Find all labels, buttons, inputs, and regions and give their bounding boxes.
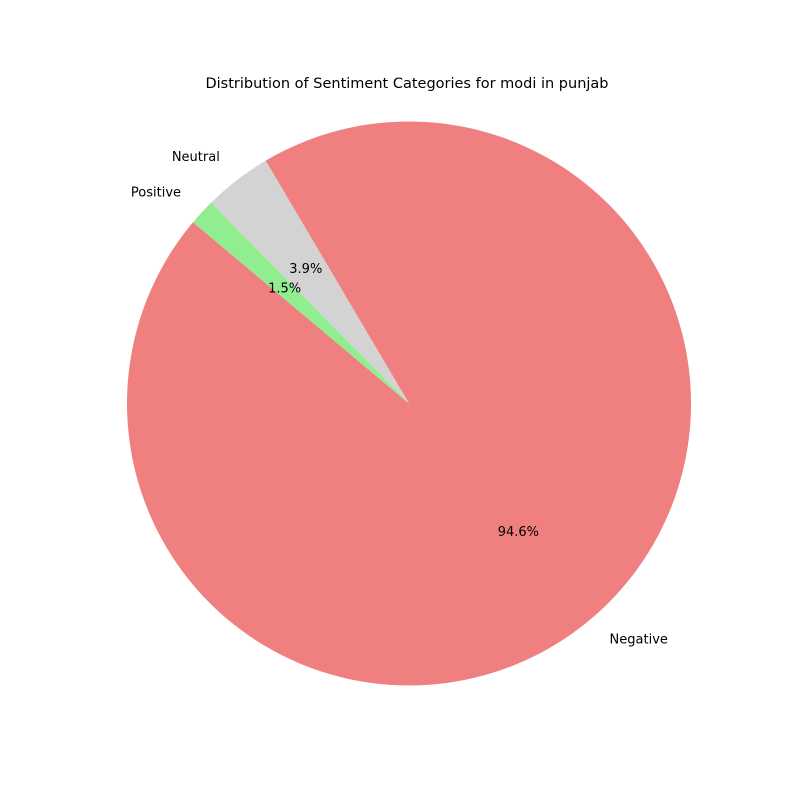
pct-label-neutral: 3.9% (289, 262, 322, 277)
pct-label-positive: 1.5% (268, 281, 301, 296)
pie-labels: Negative 94.6% Neutral 3.9% Positive 1.5% (131, 150, 668, 647)
slice-neutral (210, 160, 409, 404)
slice-label-neutral: Neutral (172, 150, 220, 165)
slice-label-negative: Negative (610, 633, 668, 648)
chart-title: Distribution of Sentiment Categories for… (205, 76, 608, 92)
slice-positive (192, 202, 409, 404)
slice-label-positive: Positive (131, 186, 181, 201)
pct-label-negative: 94.6% (498, 525, 539, 540)
slice-negative (127, 121, 692, 686)
pie-slices (127, 121, 692, 686)
